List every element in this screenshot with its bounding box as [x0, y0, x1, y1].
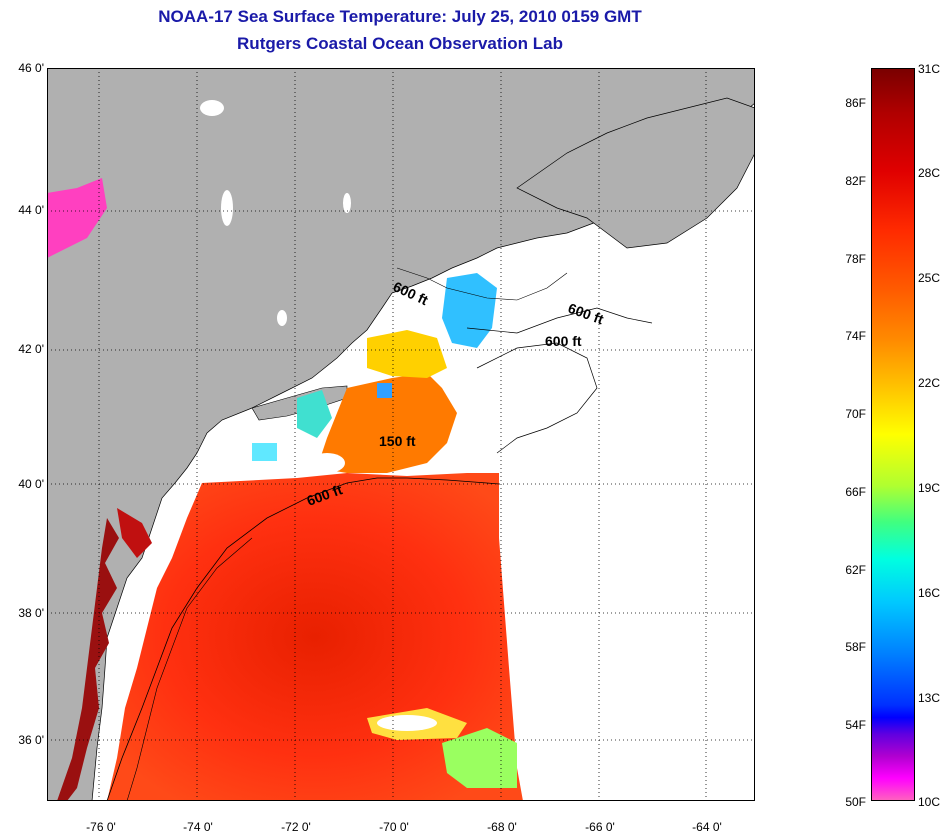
isobath-600ft-south: [106, 477, 500, 801]
colorbar-f-82: 82F: [845, 174, 866, 188]
chesapeake-bay: [57, 518, 119, 801]
isobath-georges-bank: [476, 342, 598, 454]
colorbar-f-62: 62F: [845, 563, 866, 577]
isobath-gulf-of-maine: [396, 267, 568, 301]
lat-label-46: 46 0': [18, 61, 44, 75]
map-subtitle: Rutgers Coastal Ocean Observation Lab: [237, 34, 563, 53]
lat-label-40: 40 0': [18, 477, 44, 491]
colorbar-f-86: 86F: [845, 96, 866, 110]
lon-label-72: -72 0': [281, 820, 311, 834]
colorbar-f-50: 50F: [845, 795, 866, 809]
sst-map: 600 ft 600 ft 600 ft 150 ft 600 ft: [47, 68, 755, 801]
colorbar-c-10: 10C: [918, 795, 941, 809]
isobath-label-600-c: 600 ft: [545, 333, 582, 349]
colorbar-c-16: 16C: [918, 586, 941, 600]
shelf-water-north: [317, 373, 457, 473]
map-title: NOAA-17 Sea Surface Temperature: July 25…: [158, 7, 642, 26]
colorbar-f-58: 58F: [845, 640, 866, 654]
cool-patch-nearshore: [297, 390, 332, 438]
isobath-label-150: 150 ft: [379, 433, 416, 449]
colorbar-c-22: 22C: [918, 376, 941, 390]
land-nova-scotia: [516, 97, 755, 249]
lon-label-70: -70 0': [379, 820, 409, 834]
lon-label-74: -74 0': [183, 820, 213, 834]
lat-label-44: 44 0': [18, 203, 44, 217]
colorbar-f-78: 78F: [845, 252, 866, 266]
lat-label-42: 42 0': [18, 342, 44, 356]
delaware-bay: [117, 508, 152, 558]
cold-patch-nw: [47, 178, 107, 258]
isobath-150ft: [126, 537, 253, 801]
temperature-colorbar: [871, 68, 915, 801]
lon-label-68: -68 0': [487, 820, 517, 834]
colorbar-f-54: 54F: [845, 718, 866, 732]
lon-label-66: -66 0': [585, 820, 615, 834]
colorbar-f-74: 74F: [845, 329, 866, 343]
colorbar-c-13: 13C: [918, 691, 941, 705]
lon-label-64: -64 0': [692, 820, 722, 834]
isobath-600ft-north: [466, 307, 653, 334]
green-patch-south: [442, 728, 517, 788]
colorbar-c-31: 31C: [918, 62, 941, 76]
colorbar-c-19: 19C: [918, 481, 941, 495]
colorbar-c-28: 28C: [918, 166, 941, 180]
colorbar-c-25: 25C: [918, 271, 941, 285]
cool-patch-gulf-of-maine: [442, 273, 497, 348]
colorbar-f-70: 70F: [845, 407, 866, 421]
shelf-water-yellow: [367, 330, 447, 378]
lon-label-76: -76 0': [86, 820, 116, 834]
colorbar-f-66: 66F: [845, 485, 866, 499]
lat-label-38: 38 0': [18, 606, 44, 620]
lat-label-36: 36 0': [18, 733, 44, 747]
